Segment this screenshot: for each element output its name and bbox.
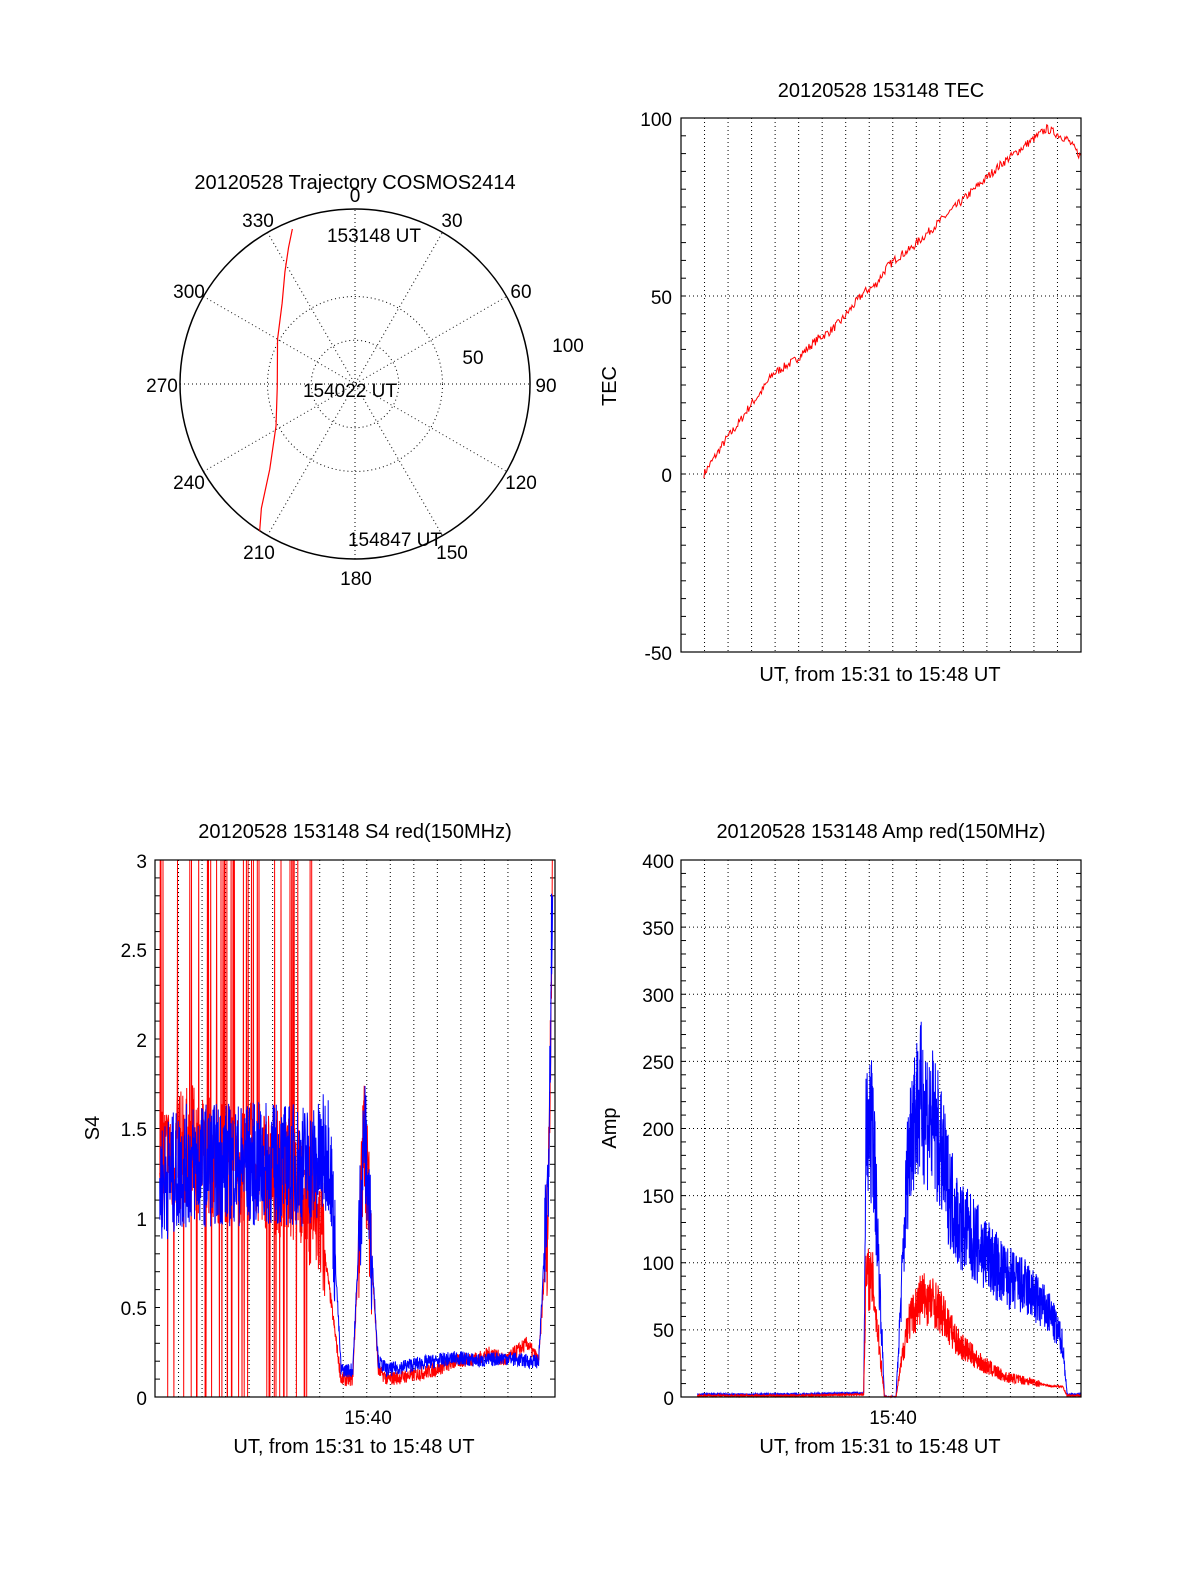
tec-ylabel: TEC bbox=[599, 366, 621, 406]
s4-ytick-label: 2 bbox=[136, 1031, 147, 1052]
amp-ytick-label: 400 bbox=[642, 852, 674, 873]
amp-ytick-label: 0 bbox=[663, 1389, 674, 1410]
trajectory-line bbox=[259, 228, 293, 531]
tec-title: 20120528 153148 TEC bbox=[778, 80, 984, 102]
s4-blue-line bbox=[159, 893, 554, 1378]
azimuth-label: 270 bbox=[146, 376, 178, 397]
azimuth-label: 180 bbox=[340, 569, 372, 590]
amp-series bbox=[696, 1021, 1082, 1399]
s4-ylabel: S4 bbox=[82, 1116, 104, 1140]
tec-plot-frame bbox=[680, 117, 1082, 653]
s4-series bbox=[159, 859, 554, 1398]
tec-ytick-label: 0 bbox=[661, 466, 672, 487]
amp-ytick-label: 150 bbox=[642, 1187, 674, 1208]
trajectory-mid-time: 154022 UT bbox=[303, 381, 397, 402]
radial-label: 50 bbox=[462, 348, 483, 369]
azimuth-label: 30 bbox=[441, 211, 462, 232]
azimuth-label: 0 bbox=[350, 186, 361, 207]
tec-ytick-label: 100 bbox=[640, 110, 672, 131]
polar-grid bbox=[180, 209, 530, 559]
s4-ytick-label: 3 bbox=[136, 852, 147, 873]
amp-blue-line bbox=[697, 1021, 1082, 1399]
amp-title: 20120528 153148 Amp red(150MHz) bbox=[716, 821, 1045, 843]
polar-trajectory bbox=[259, 228, 293, 531]
amp-ytick-label: 50 bbox=[653, 1321, 674, 1342]
tec-grid bbox=[681, 118, 1081, 652]
amp-ytick-label: 350 bbox=[642, 919, 674, 940]
amp-red-line bbox=[696, 1248, 1082, 1399]
azimuth-label: 210 bbox=[243, 543, 275, 564]
azimuth-label: 120 bbox=[505, 473, 537, 494]
azimuth-label: 90 bbox=[535, 376, 556, 397]
amp-ytick-label: 200 bbox=[642, 1120, 674, 1141]
amp-panel: 20120528 153148 Amp red(150MHz) 400 350 … bbox=[599, 821, 1082, 1458]
amp-ylabel: Amp bbox=[599, 1107, 621, 1148]
s4-plot-frame bbox=[154, 859, 556, 1398]
s4-ytick-label: 0 bbox=[136, 1389, 147, 1410]
polar-grid-ring bbox=[310, 339, 400, 429]
tec-ytick-label: -50 bbox=[645, 644, 672, 665]
amp-ytick-label: 300 bbox=[642, 986, 674, 1007]
azimuth-label: 60 bbox=[510, 282, 531, 303]
tec-ytick-label: 50 bbox=[651, 288, 672, 309]
azimuth-label: 330 bbox=[242, 211, 274, 232]
s4-xlabel: UT, from 15:31 to 15:48 UT bbox=[233, 1436, 474, 1458]
azimuth-label: 300 bbox=[173, 282, 205, 303]
azimuth-label: 150 bbox=[436, 543, 468, 564]
radial-label: 100 bbox=[552, 336, 584, 357]
tec-line bbox=[703, 123, 1081, 479]
amp-ytick-label: 100 bbox=[642, 1254, 674, 1275]
s4-ytick-label: 1 bbox=[136, 1210, 147, 1231]
amp-xlabel: UT, from 15:31 to 15:48 UT bbox=[759, 1436, 1000, 1458]
tec-panel: 20120528 153148 TEC 100 50 0 -50 TEC UT,… bbox=[599, 80, 1082, 686]
tec-xlabel: UT, from 15:31 to 15:48 UT bbox=[759, 664, 1000, 686]
polar-title: 20120528 Trajectory COSMOS2414 bbox=[194, 172, 515, 194]
polar-grid-ring bbox=[267, 296, 443, 472]
azimuth-label: 240 bbox=[173, 473, 205, 494]
amp-ytick-label: 250 bbox=[642, 1053, 674, 1074]
s4-ytick-label: 0.5 bbox=[121, 1299, 147, 1320]
s4-ytick-label: 1.5 bbox=[121, 1120, 147, 1141]
amp-plot-frame bbox=[680, 859, 1082, 1398]
tec-series bbox=[703, 123, 1081, 479]
polar-outer-ring bbox=[179, 208, 531, 560]
amp-xtick-label: 15:40 bbox=[869, 1408, 917, 1429]
s4-ytick-label: 2.5 bbox=[121, 941, 147, 962]
s4-xtick-label: 15:40 bbox=[344, 1408, 392, 1429]
trajectory-start-time: 153148 UT bbox=[327, 226, 421, 247]
polar-panel: 20120528 Trajectory COSMOS2414 0 30 60 9… bbox=[146, 172, 584, 590]
s4-panel: 20120528 153148 S4 red(150MHz) 3 2.5 2 1… bbox=[82, 821, 556, 1458]
trajectory-end-time: 154847 UT bbox=[348, 530, 442, 551]
s4-title: 20120528 153148 S4 red(150MHz) bbox=[198, 821, 512, 843]
